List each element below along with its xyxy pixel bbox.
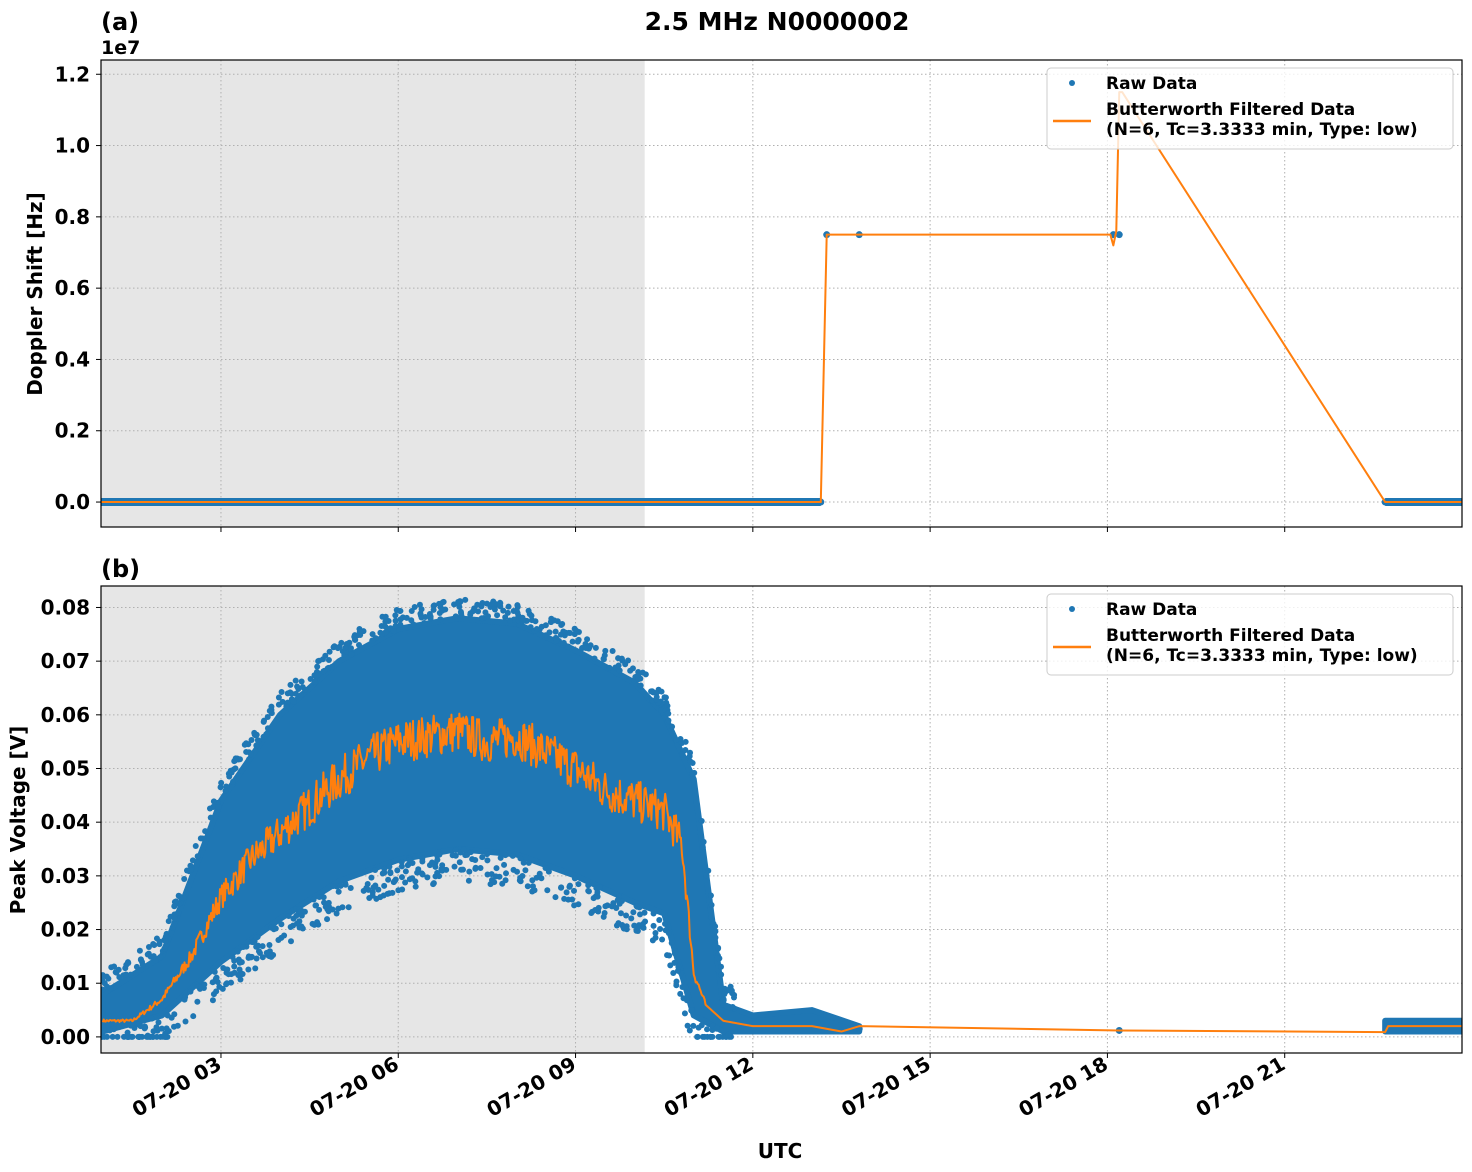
y-tick-label: 0.2: [55, 419, 90, 443]
raw-data-marker-icon: [1069, 80, 1075, 86]
panel-a-doppler-shift: (a) 1e7 Doppler Shift [Hz] 0.00.20.40.60…: [23, 8, 1466, 532]
filtered-data-line: [101, 712, 1462, 1034]
x-tick-label: 07-20 21: [1192, 1052, 1290, 1122]
y-tick-label: 0.04: [41, 810, 90, 834]
y-tick-label: 0.02: [41, 918, 90, 942]
panel-b-legend: Raw Data Butterworth Filtered Data(N=6, T…: [1046, 593, 1454, 676]
panel-b-label: (b): [101, 555, 140, 583]
legend-box: [1046, 593, 1454, 676]
x-axis-tick-labels: 07-20 03 07-20 06 07-20 09 07-20 12 07-20 15…: [128, 1052, 1289, 1122]
y-tick-label: 0.08: [41, 595, 90, 619]
y-tick-label: 0.8: [55, 205, 90, 229]
x-tick-label: 07-20 03: [128, 1052, 226, 1122]
legend-raw-label: Raw Data: [1106, 600, 1197, 620]
y-tick-label: 0.03: [41, 864, 90, 888]
night-shade-region: [101, 60, 645, 527]
legend-filtered-params: (N=6, Tc=3.3333 min, Type: low): [1106, 120, 1418, 140]
axes-frame: [100, 585, 1463, 1054]
y-tick-label: 0.4: [55, 347, 90, 371]
filtered-data-line: [101, 91, 1462, 504]
panel-a-label: (a): [101, 8, 139, 36]
y-tick-label: 0.06: [41, 703, 90, 727]
y-tick-label: 1.2: [55, 62, 90, 86]
panel-a-yticks: 0.0 0.2 0.4 0.6 0.8 1.0 1.2: [55, 62, 101, 514]
x-tick-label: 07-20 12: [660, 1052, 758, 1122]
x-axis-label: UTC: [758, 1139, 803, 1163]
x-tick-label: 07-20 18: [1014, 1052, 1112, 1122]
raw-data-marker-icon: [1069, 606, 1075, 612]
y-tick-label: 1.0: [55, 134, 90, 158]
y-tick-label: 0.07: [41, 649, 90, 673]
axes-frame: [100, 59, 1463, 528]
y-tick-label: 0.6: [55, 276, 90, 300]
figure-title: 2.5 MHz N0000002: [645, 7, 910, 36]
panel-a-plot-area[interactable]: [98, 59, 1466, 532]
legend-raw-label: Raw Data: [1106, 74, 1197, 94]
panel-b-yticks: 0.00 0.01 0.02 0.03 0.04 0.05 0.06 0.07 0.08: [41, 595, 101, 1049]
x-tick-label: 07-20 15: [837, 1052, 935, 1122]
panel-b-plot-area[interactable]: [98, 585, 1463, 1058]
panel-b-peak-voltage: (b) Peak Voltage [V] 0.000.010.020.030.0…: [6, 555, 1463, 1058]
legend-box: [1046, 67, 1454, 150]
x-tick-label: 07-20 06: [305, 1052, 403, 1122]
y-tick-label: 0.05: [41, 757, 90, 781]
legend-filtered-label: Butterworth Filtered Data: [1106, 626, 1355, 646]
legend-filtered-label: Butterworth Filtered Data: [1106, 100, 1355, 120]
legend-filtered-params: (N=6, Tc=3.3333 min, Type: low): [1106, 646, 1418, 666]
x-tick-label: 07-20 09: [483, 1052, 581, 1122]
y-tick-label: 0.0: [55, 490, 90, 514]
panel-a-ylabel: Doppler Shift [Hz]: [23, 192, 47, 396]
panel-b-ylabel: Peak Voltage [V]: [6, 726, 30, 915]
panel-a-offset-text: 1e7: [101, 37, 140, 59]
y-tick-label: 0.00: [41, 1025, 90, 1049]
y-tick-label: 0.01: [41, 971, 90, 995]
panel-a-legend: Raw Data Butterworth Filtered Data(N=6, T…: [1046, 67, 1454, 150]
